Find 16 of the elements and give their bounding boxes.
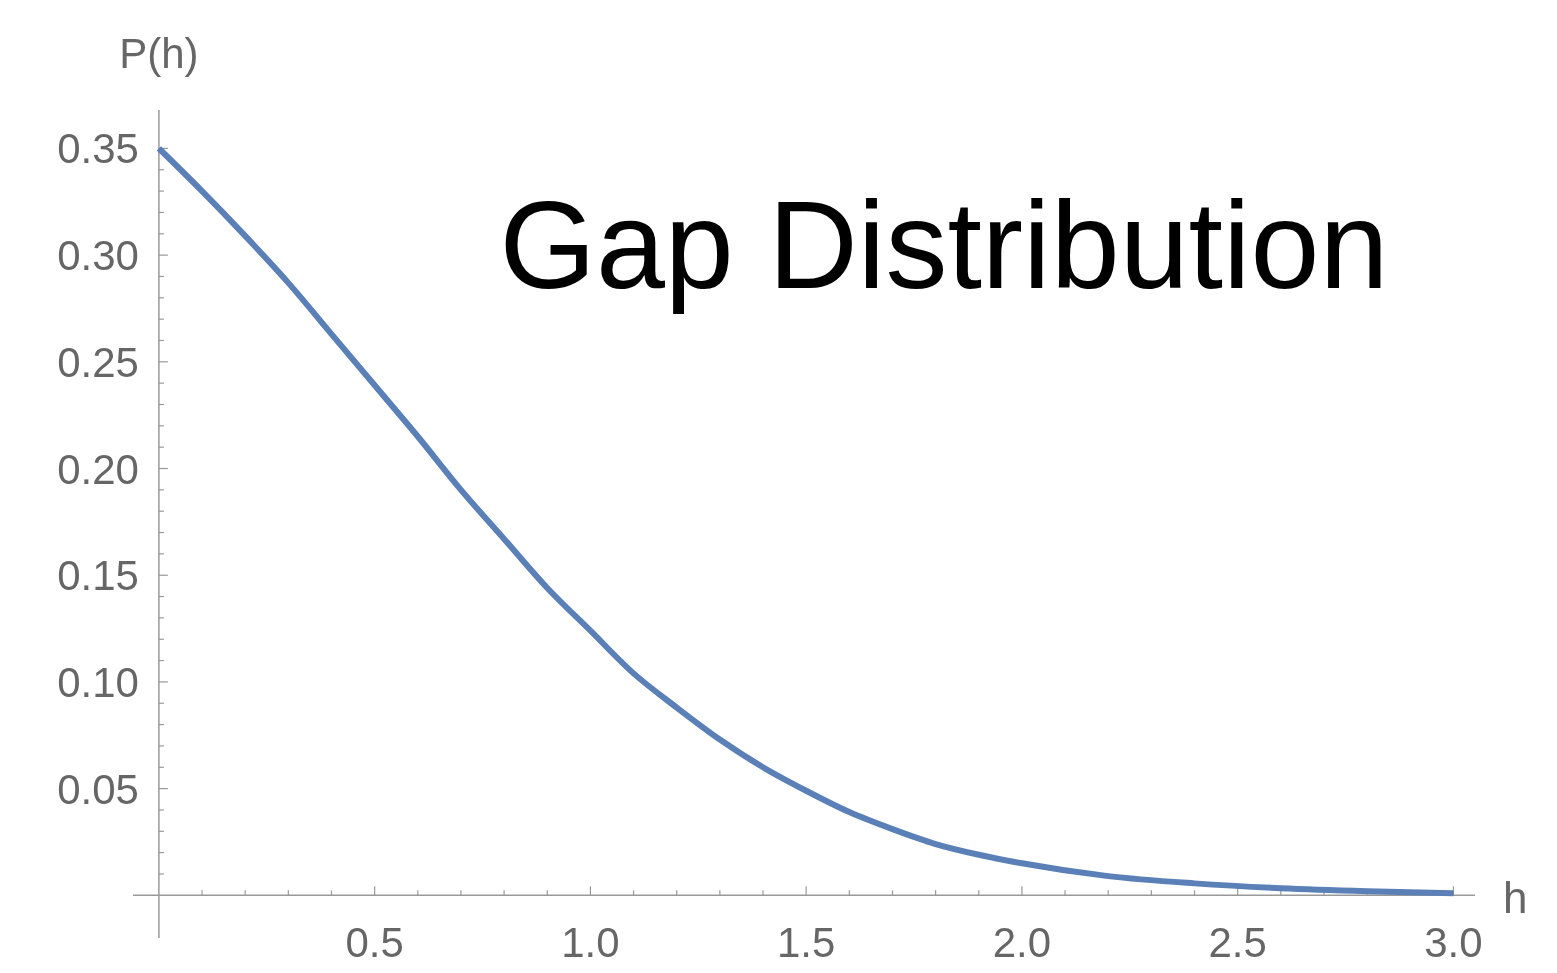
x-tick-label: 2.5 (1208, 919, 1267, 967)
y-tick-label: 0.30 (57, 232, 139, 280)
y-tick-label: 0.25 (57, 338, 139, 386)
y-tick-label: 0.20 (57, 445, 139, 493)
text: Gap Distribution (499, 176, 1389, 314)
y-axis-title: P(h) (119, 30, 199, 77)
x-tick-label: 1.0 (561, 919, 620, 967)
y-tick-label: 0.05 (57, 765, 139, 813)
y-tick-label: 0.35 (57, 125, 139, 173)
y-tick-label: 0.15 (57, 552, 139, 600)
y-tick-label: 0.10 (57, 658, 139, 706)
x-tick-label: 2.0 (992, 919, 1052, 967)
x-axis-title: h (1503, 873, 1528, 923)
x-tick-label: 0.5 (345, 919, 404, 967)
x-tick-label: 3.0 (1424, 919, 1483, 967)
x-tick-label: 1.5 (776, 919, 836, 967)
